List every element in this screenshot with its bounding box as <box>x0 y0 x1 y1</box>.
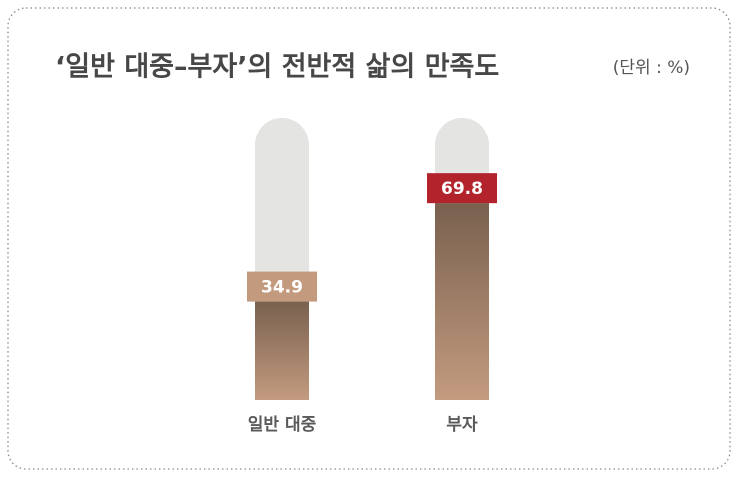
track-cover <box>434 400 490 429</box>
bar-shade <box>255 301 309 400</box>
value-label-box <box>427 173 497 204</box>
bar-shade <box>435 203 489 400</box>
x-tick-label: 일반 대중 <box>248 415 317 435</box>
value-label: 69.8 <box>441 179 483 199</box>
value-label-box <box>247 271 317 302</box>
x-tick-label: 부자 <box>446 415 478 435</box>
unit-label: (단위 : %) <box>613 58 690 78</box>
track-cover <box>254 400 310 429</box>
value-label: 34.9 <box>261 278 303 298</box>
chart-title: ‘일반 대중–부자’의 전반적 삶의 만족도 <box>55 52 499 83</box>
frame <box>7 7 731 470</box>
